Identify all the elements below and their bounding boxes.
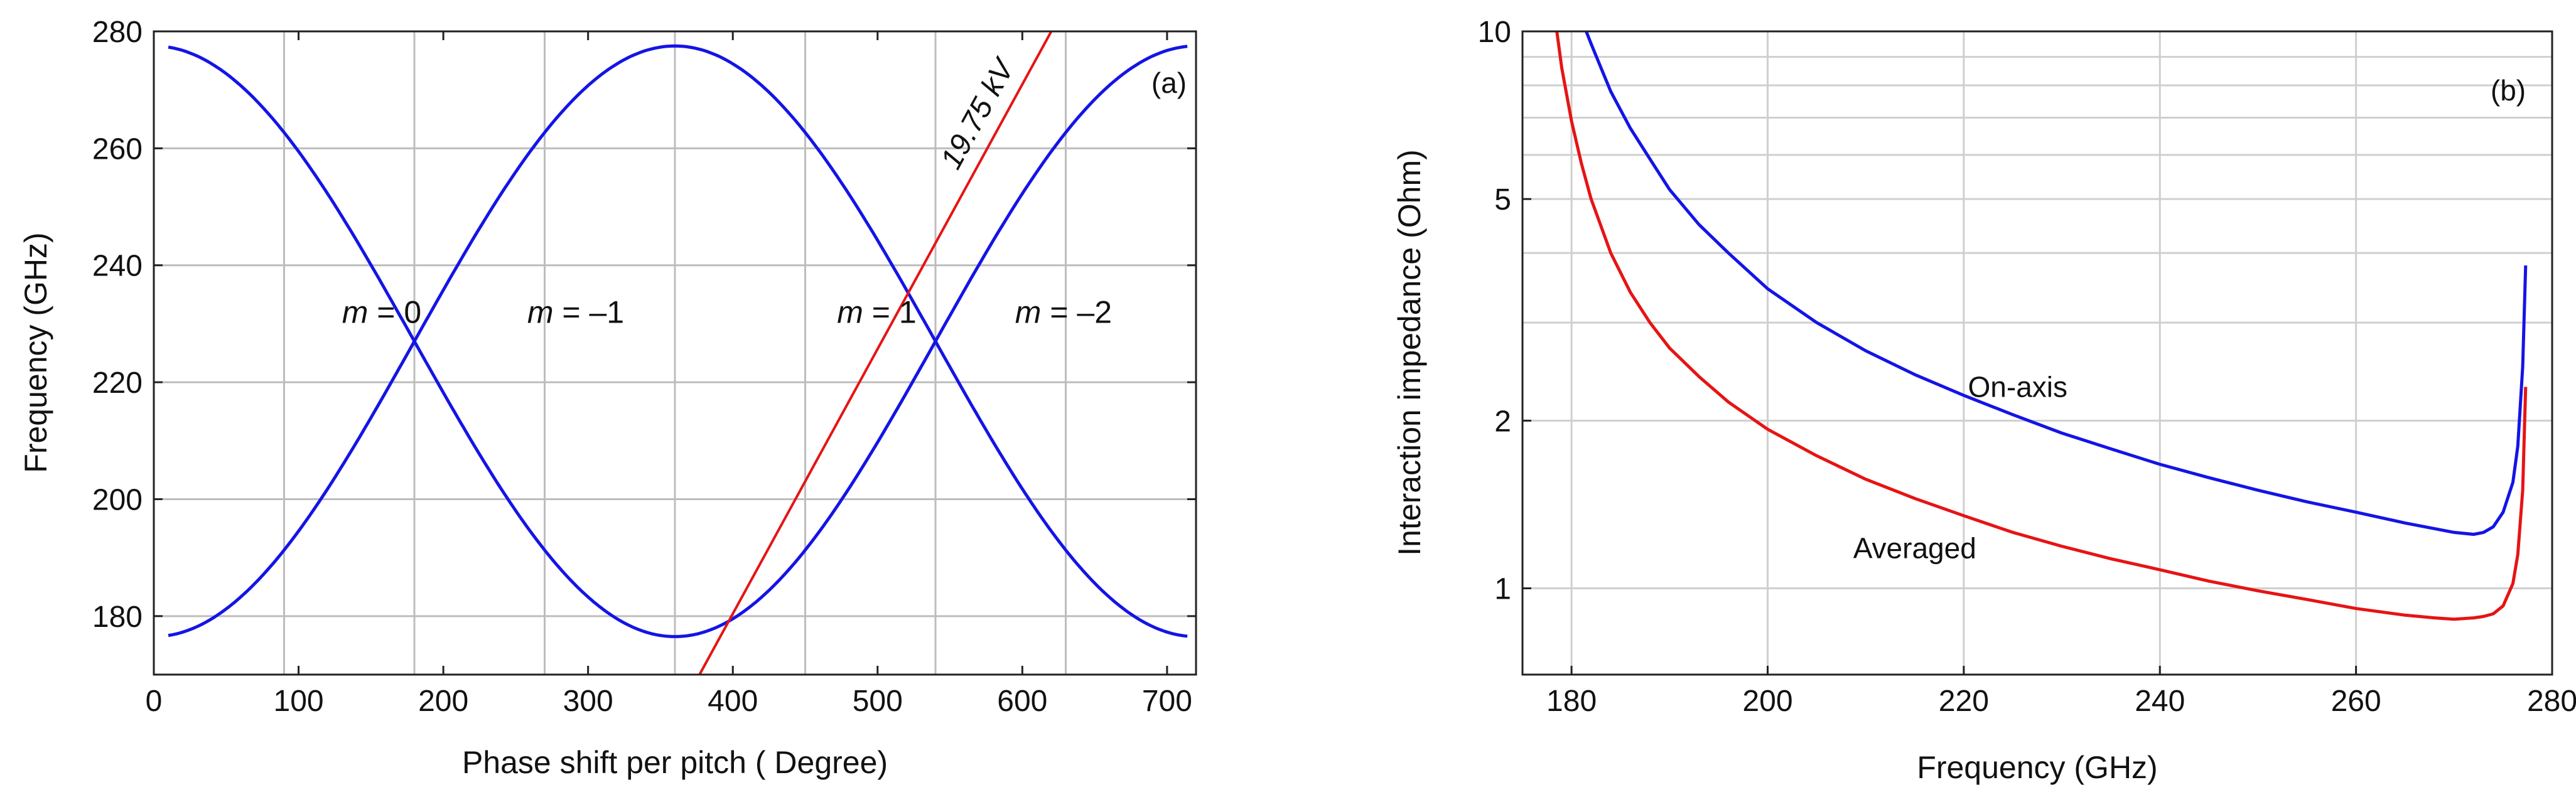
y-tick-label: 180 <box>92 601 143 634</box>
mode-label-m-minus1: m = –1 <box>527 294 624 329</box>
beam-line <box>698 31 1053 675</box>
panel-b-y-axis-label: Interaction impedance (Ohm) <box>1392 149 1427 556</box>
panel-a-ticks <box>153 30 1196 675</box>
x-tick-label: 260 <box>2331 685 2381 718</box>
y-tick-label: 10 <box>1478 16 1511 49</box>
x-tick-label: 240 <box>2135 685 2185 718</box>
x-tick-label: 200 <box>418 685 468 718</box>
panel-b-tick-labels: 180 200 220 240 260 280 1 2 5 10 <box>1478 16 2576 718</box>
y-tick-label: 240 <box>92 250 143 283</box>
mode-label-m-minus2: m = –2 <box>1015 294 1112 329</box>
x-tick-label: 0 <box>146 685 163 718</box>
y-tick-label: 260 <box>92 132 143 166</box>
x-tick-label: 180 <box>1546 685 1597 718</box>
panel-b-curves <box>1555 31 2528 621</box>
y-tick-label: 280 <box>92 16 143 49</box>
x-tick-label: 220 <box>1939 685 1989 718</box>
x-tick-label: 600 <box>997 685 1047 718</box>
dispersion-curve-band-2 <box>168 44 1188 638</box>
impedance-curve-averaged <box>1555 31 2528 621</box>
x-tick-label: 200 <box>1742 685 1792 718</box>
panel-a-curves <box>168 31 1188 675</box>
panel-b-ticks <box>1522 30 2553 675</box>
x-tick-label: 500 <box>853 685 903 718</box>
series-label-averaged: Averaged <box>1853 532 1976 565</box>
x-tick-label: 300 <box>563 685 613 718</box>
panel-b-x-axis-label: Frequency (GHz) <box>1917 750 2157 785</box>
y-tick-label: 5 <box>1494 183 1511 216</box>
panel-a-dispersion-chart: 0 100 200 300 400 500 600 700 180 200 220 240 260 280… <box>18 16 1197 780</box>
panel-a-grid <box>154 30 1196 675</box>
y-tick-label: 200 <box>92 483 143 516</box>
panel-a-plot-border <box>153 30 1197 676</box>
y-tick-label: 2 <box>1494 405 1511 438</box>
impedance-curve-on-axis <box>1585 31 2528 536</box>
panel-b-label: (b) <box>2491 74 2526 107</box>
panel-b-plot-frame <box>1522 31 2552 675</box>
mode-label-m0: m = 0 <box>342 294 421 329</box>
panel-a-tick-labels: 0 100 200 300 400 500 600 700 180 200 220 240 260 280 <box>92 16 1192 718</box>
mode-label-m1: m = 1 <box>837 294 916 329</box>
x-tick-label: 400 <box>708 685 758 718</box>
panel-a-label: (a) <box>1151 67 1187 99</box>
dispersion-curve-band-1 <box>168 45 1188 638</box>
y-tick-label: 220 <box>92 366 143 400</box>
y-tick-label: 1 <box>1494 573 1511 606</box>
x-tick-label: 280 <box>2527 685 2576 718</box>
panel-a-x-axis-label: Phase shift per pitch ( Degree) <box>462 745 888 780</box>
panel-a-y-axis-label: Frequency (GHz) <box>18 232 53 473</box>
panel-b-plot-border <box>1521 30 2553 676</box>
panel-b-impedance-chart: 180 200 220 240 260 280 1 2 5 10 (b) Frequency (G… <box>1392 16 2576 785</box>
x-tick-label: 700 <box>1142 685 1192 718</box>
x-tick-label: 100 <box>274 685 324 718</box>
series-label-on-axis: On-axis <box>1968 370 2067 403</box>
